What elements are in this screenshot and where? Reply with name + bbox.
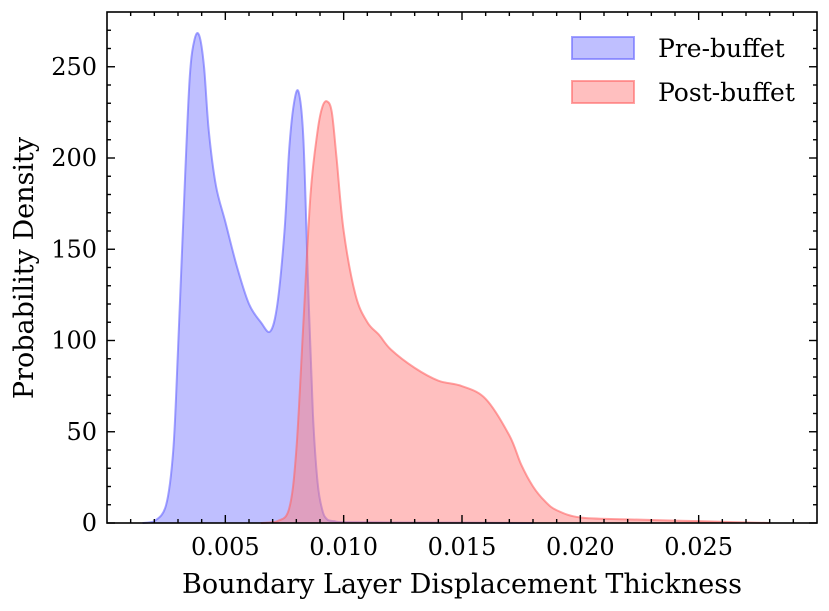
x-tick-label: 0.010 [309,533,378,561]
y-tick-label: 150 [51,235,97,263]
series-area-post-buffet [260,101,770,524]
x-tick-label: 0.020 [546,533,615,561]
series-area-pre-buffet [142,33,533,524]
x-axis-label: Boundary Layer Displacement Thickness [182,569,742,600]
x-tick-label: 0.015 [428,533,497,561]
x-tick-label: 0.025 [664,533,733,561]
y-tick-label: 50 [66,418,97,446]
y-tick-label: 200 [51,144,97,172]
legend-label-pre-buffet: Pre-buffet [658,34,785,63]
y-axis-label: Probability Density [9,136,40,399]
series-layer [142,32,770,524]
series-line-post-buffet [260,100,770,524]
x-tick-label: 0.005 [191,533,260,561]
legend-swatch-pre-buffet [571,36,635,60]
y-tick-label: 250 [51,53,97,81]
ticks-layer: 0.005 0.010 0.015 0.020 0.025 0 50 100 150 200 250 [51,12,817,561]
legend: Pre-buffet Post-buffet [571,34,795,107]
legend-label-post-buffet: Post-buffet [658,78,795,107]
y-tick-label: 0 [82,509,97,537]
legend-swatch-post-buffet [571,80,635,104]
y-tick-label: 100 [51,327,97,355]
